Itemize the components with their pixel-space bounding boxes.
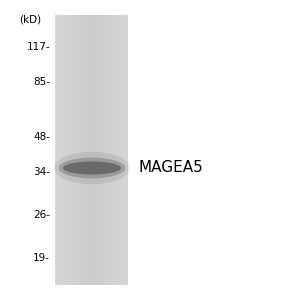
Ellipse shape xyxy=(63,161,121,175)
Text: 117-: 117- xyxy=(26,42,50,52)
Text: 19-: 19- xyxy=(33,253,50,263)
Ellipse shape xyxy=(59,158,125,178)
Text: 34-: 34- xyxy=(33,167,50,177)
Bar xyxy=(55,15,128,285)
Text: 85-: 85- xyxy=(33,77,50,87)
Text: MAGEA5: MAGEA5 xyxy=(138,160,203,175)
Text: 48-: 48- xyxy=(33,132,50,142)
Text: (kD): (kD) xyxy=(19,14,41,24)
Ellipse shape xyxy=(54,152,130,184)
Text: 26-: 26- xyxy=(33,210,50,220)
